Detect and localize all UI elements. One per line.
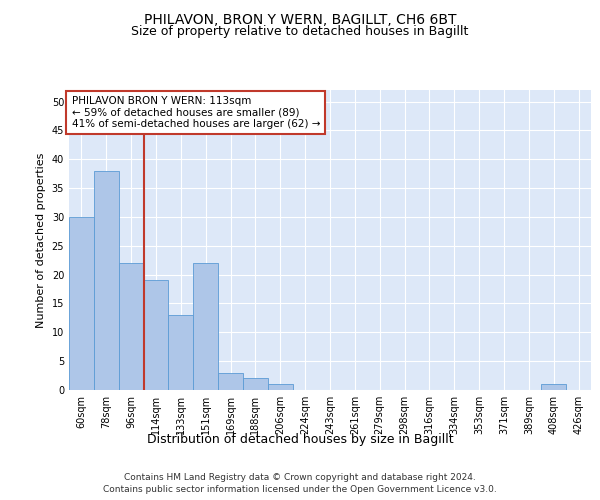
Bar	[268, 384, 293, 390]
Bar	[218, 372, 243, 390]
Bar	[243, 378, 268, 390]
Bar	[169, 315, 193, 390]
Bar	[143, 280, 169, 390]
Text: PHILAVON BRON Y WERN: 113sqm
← 59% of detached houses are smaller (89)
41% of se: PHILAVON BRON Y WERN: 113sqm ← 59% of de…	[71, 96, 320, 129]
Text: Distribution of detached houses by size in Bagillt: Distribution of detached houses by size …	[146, 432, 454, 446]
Bar	[541, 384, 566, 390]
Bar	[69, 217, 94, 390]
Bar	[193, 263, 218, 390]
Text: PHILAVON, BRON Y WERN, BAGILLT, CH6 6BT: PHILAVON, BRON Y WERN, BAGILLT, CH6 6BT	[144, 12, 456, 26]
Text: Contains public sector information licensed under the Open Government Licence v3: Contains public sector information licen…	[103, 485, 497, 494]
Y-axis label: Number of detached properties: Number of detached properties	[36, 152, 46, 328]
Text: Size of property relative to detached houses in Bagillt: Size of property relative to detached ho…	[131, 25, 469, 38]
Bar	[94, 171, 119, 390]
Text: Contains HM Land Registry data © Crown copyright and database right 2024.: Contains HM Land Registry data © Crown c…	[124, 472, 476, 482]
Bar	[119, 263, 143, 390]
